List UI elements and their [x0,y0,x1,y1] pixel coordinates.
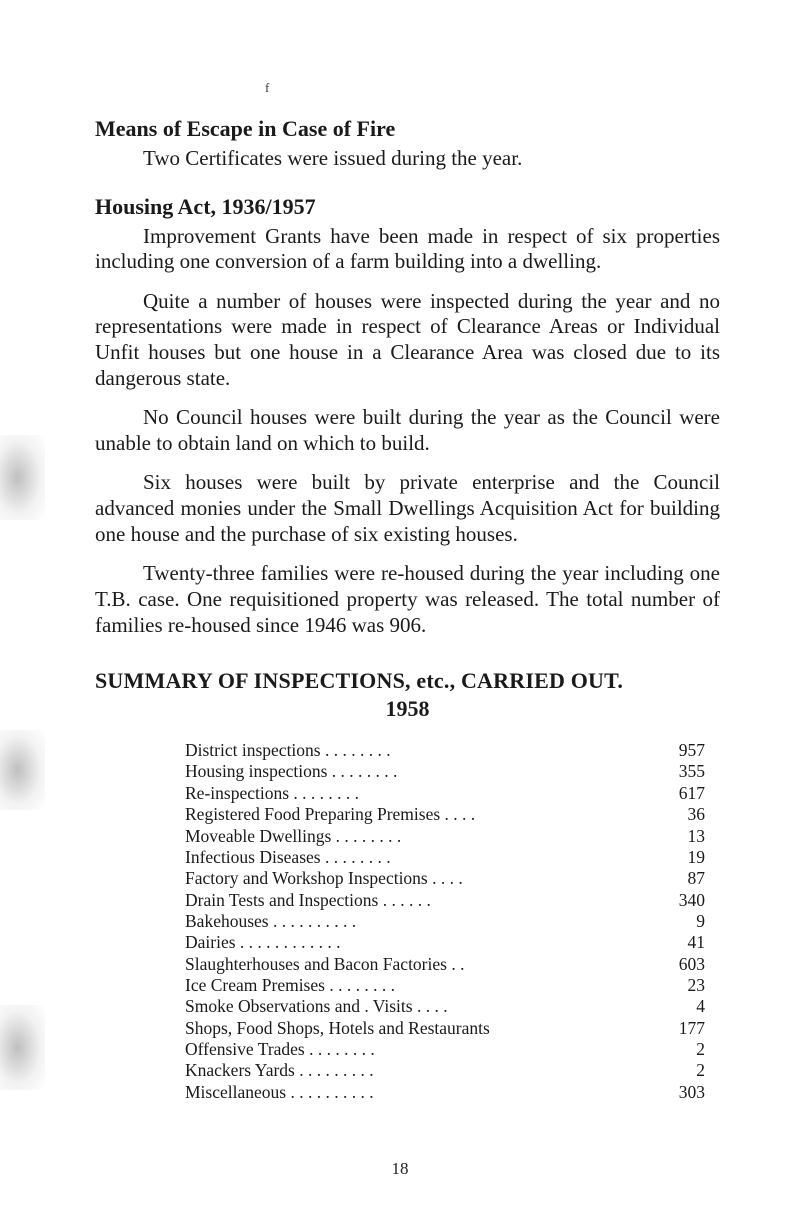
inspection-label: Bakehouses . . . . . . . . . . [185,911,356,932]
inspection-value: 9 [655,911,705,932]
document-page: f Means of Escape in Case of Fire Two Ce… [0,0,800,1205]
table-row: Shops, Food Shops, Hotels and Restaurant… [185,1018,705,1039]
inspection-label: Re-inspections . . . . . . . . [185,783,359,804]
inspection-label: Factory and Workshop Inspections . . . . [185,868,463,889]
inspection-label: Shops, Food Shops, Hotels and Restaurant… [185,1018,490,1039]
inspection-value: 4 [655,996,705,1017]
inspection-value: 340 [655,890,705,911]
table-row: District inspections . . . . . . . . 957 [185,740,705,761]
inspection-label: District inspections . . . . . . . . [185,740,391,761]
table-row: Factory and Workshop Inspections . . . .… [185,868,705,889]
paragraph: Six houses were built by private enterpr… [95,470,720,547]
heading-escape: Means of Escape in Case of Fire [95,116,720,142]
paragraph: Two Certificates were issued during the … [95,146,720,172]
heading-housing: Housing Act, 1936/1957 [95,194,720,220]
inspection-label: Infectious Diseases . . . . . . . . [185,847,391,868]
inspection-value: 36 [655,804,705,825]
scan-artifact [0,730,45,810]
inspection-value: 87 [655,868,705,889]
inspection-value: 957 [655,740,705,761]
scan-artifact [0,435,45,520]
stray-mark: f [265,80,720,96]
heading-summary: SUMMARY OF INSPECTIONS, etc., CARRIED OU… [95,668,720,694]
table-row: Offensive Trades . . . . . . . . 2 [185,1039,705,1060]
table-row: Drain Tests and Inspections . . . . . . 3… [185,890,705,911]
inspection-label: Smoke Observations and . Visits . . . . [185,996,448,1017]
table-row: Slaughterhouses and Bacon Factories . . 6… [185,954,705,975]
inspection-value: 23 [655,975,705,996]
table-row: Re-inspections . . . . . . . . 617 [185,783,705,804]
page-number: 18 [0,1159,800,1179]
heading-summary-year: 1958 [95,696,720,722]
table-row: Housing inspections . . . . . . . . 355 [185,761,705,782]
table-row: Dairies . . . . . . . . . . . . 41 [185,932,705,953]
inspection-label: Ice Cream Premises . . . . . . . . [185,975,395,996]
inspection-label: Moveable Dwellings . . . . . . . . [185,826,401,847]
paragraph: Quite a number of houses were inspected … [95,289,720,391]
inspection-value: 19 [655,847,705,868]
inspection-value: 2 [655,1039,705,1060]
paragraph: Twenty-three families were re-housed dur… [95,561,720,638]
inspection-label: Offensive Trades . . . . . . . . [185,1039,375,1060]
table-row: Ice Cream Premises . . . . . . . . 23 [185,975,705,996]
table-row: Registered Food Preparing Premises . . .… [185,804,705,825]
inspection-value: 13 [655,826,705,847]
paragraph: Improvement Grants have been made in res… [95,224,720,275]
inspection-value: 303 [655,1082,705,1103]
table-row: Moveable Dwellings . . . . . . . . 13 [185,826,705,847]
table-row: Bakehouses . . . . . . . . . . 9 [185,911,705,932]
inspection-label: Knackers Yards . . . . . . . . . [185,1060,374,1081]
inspection-value: 355 [655,761,705,782]
table-row: Miscellaneous . . . . . . . . . . 303 [185,1082,705,1103]
scan-artifact [0,1005,45,1090]
inspection-label: Housing inspections . . . . . . . . [185,761,397,782]
inspection-value: 41 [655,932,705,953]
inspections-table: District inspections . . . . . . . .957H… [185,740,705,1103]
inspection-label: Miscellaneous . . . . . . . . . . [185,1082,374,1103]
paragraph: No Council houses were built during the … [95,405,720,456]
table-row: Knackers Yards . . . . . . . . . 2 [185,1060,705,1081]
inspection-value: 603 [655,954,705,975]
inspection-label: Slaughterhouses and Bacon Factories . . [185,954,464,975]
inspection-label: Registered Food Preparing Premises . . .… [185,804,475,825]
table-row: Infectious Diseases . . . . . . . . 19 [185,847,705,868]
table-row: Smoke Observations and . Visits . . . . 4 [185,996,705,1017]
inspection-value: 617 [655,783,705,804]
inspection-label: Drain Tests and Inspections . . . . . . [185,890,431,911]
inspection-label: Dairies . . . . . . . . . . . . [185,932,341,953]
inspection-value: 177 [655,1018,705,1039]
inspection-value: 2 [655,1060,705,1081]
